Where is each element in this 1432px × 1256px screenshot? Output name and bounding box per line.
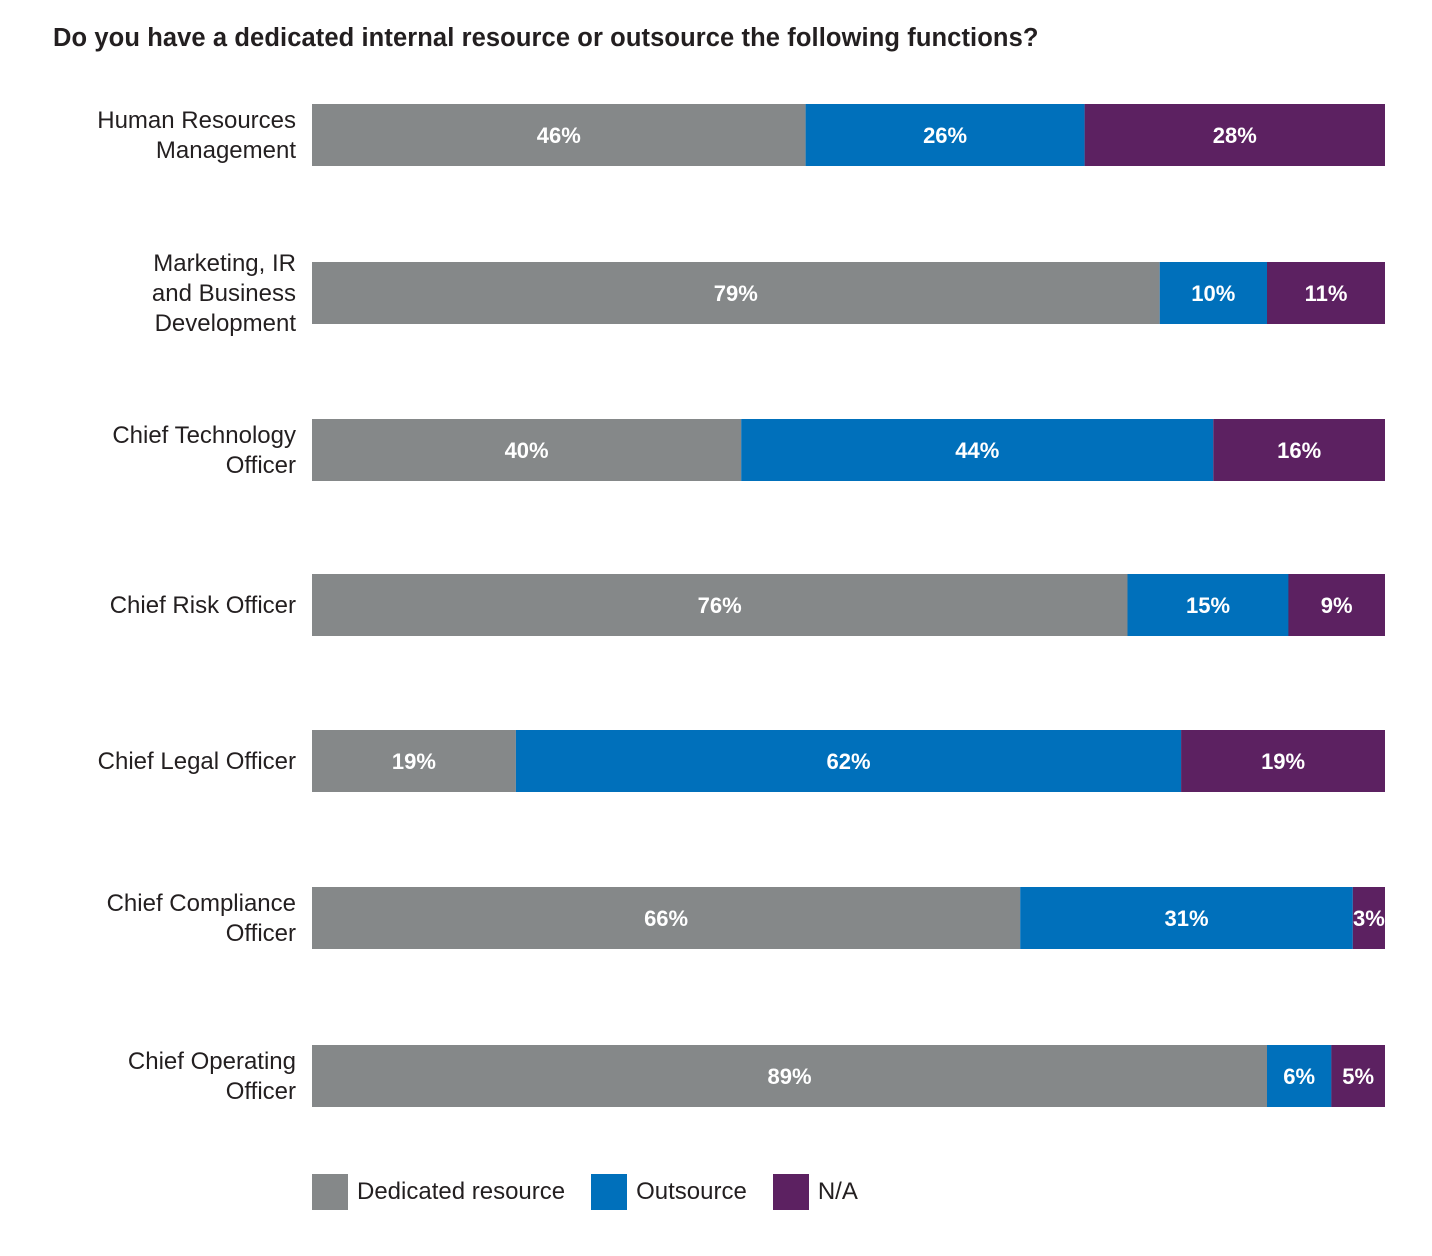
value-label: 5% <box>1342 1064 1374 1089</box>
bar-segment-dedicated-resource <box>312 262 1160 324</box>
category-label: Chief Operating Officer <box>128 1048 296 1105</box>
legend-label-dedicated: Dedicated resource <box>357 1178 566 1205</box>
bar-segment-outsource <box>1127 574 1289 636</box>
value-label: 19% <box>1261 749 1305 774</box>
bar-segment-n-a <box>1181 730 1385 792</box>
bar-segment-outsource <box>1159 262 1267 324</box>
category-label: Chief Risk Officer <box>110 592 296 619</box>
value-label: 10% <box>1191 281 1235 306</box>
category-label: Human Resources Management <box>97 107 296 164</box>
legend-item-outsource: Outsource <box>591 1174 747 1210</box>
bar-segment-outsource <box>1020 887 1353 949</box>
value-label: 89% <box>767 1064 811 1089</box>
category-label: Chief Technology Officer <box>112 422 296 479</box>
bar-segment-n-a <box>1267 262 1385 324</box>
value-label: 9% <box>1321 593 1353 618</box>
value-label: 15% <box>1186 593 1230 618</box>
value-label: 62% <box>826 749 870 774</box>
legend-item-dedicated: Dedicated resource <box>312 1174 565 1210</box>
bar-segment-n-a <box>1352 887 1385 949</box>
category-label: Chief Compliance Officer <box>107 890 296 947</box>
value-label: 44% <box>955 438 999 463</box>
bar-segment-dedicated-resource <box>312 104 806 166</box>
legend-swatch-na <box>772 1174 809 1210</box>
bar-segment-dedicated-resource <box>312 887 1021 949</box>
bar-segment-n-a <box>1331 1045 1385 1107</box>
value-label: 66% <box>644 906 688 931</box>
value-label: 19% <box>392 749 436 774</box>
value-label: 46% <box>537 123 581 148</box>
bar-segment-outsource <box>515 730 1182 792</box>
legend: Dedicated resource Outsource N/A <box>312 1174 884 1210</box>
bar-segment-dedicated-resource <box>312 1045 1267 1107</box>
bar-segment-outsource <box>805 104 1085 166</box>
value-label: 40% <box>505 438 549 463</box>
legend-label-outsource: Outsource <box>636 1178 747 1205</box>
category-label: Marketing, IR and Business Development <box>152 250 296 337</box>
category-label: Chief Legal Officer <box>98 748 296 775</box>
value-label: 28% <box>1213 123 1257 148</box>
legend-label-na: N/A <box>817 1178 858 1205</box>
value-label: 3% <box>1353 906 1385 931</box>
value-label: 26% <box>923 123 967 148</box>
bar-segment-n-a <box>1213 419 1385 481</box>
legend-swatch-outsource <box>591 1174 628 1210</box>
bar-segment-dedicated-resource <box>312 730 516 792</box>
value-label: 6% <box>1283 1064 1315 1089</box>
value-label: 11% <box>1305 281 1348 306</box>
bar-segment-outsource <box>1267 1045 1332 1107</box>
value-label: 31% <box>1164 906 1208 931</box>
value-label: 76% <box>698 593 742 618</box>
legend-item-na: N/A <box>772 1174 858 1210</box>
legend-swatch-dedicated <box>312 1174 348 1210</box>
bar-segment-n-a <box>1084 104 1385 166</box>
bar-segment-dedicated-resource <box>312 574 1128 636</box>
bar-segment-n-a <box>1288 574 1385 636</box>
chart-title: Do you have a dedicated internal resourc… <box>53 24 1039 52</box>
bar-segment-dedicated-resource <box>312 419 742 481</box>
bar-segment-outsource <box>741 419 1214 481</box>
value-label: 16% <box>1277 438 1321 463</box>
stacked-bar-chart: Human Resources Management 46% 26% 28% Market… <box>97 104 1385 1107</box>
value-label: 79% <box>714 281 758 306</box>
